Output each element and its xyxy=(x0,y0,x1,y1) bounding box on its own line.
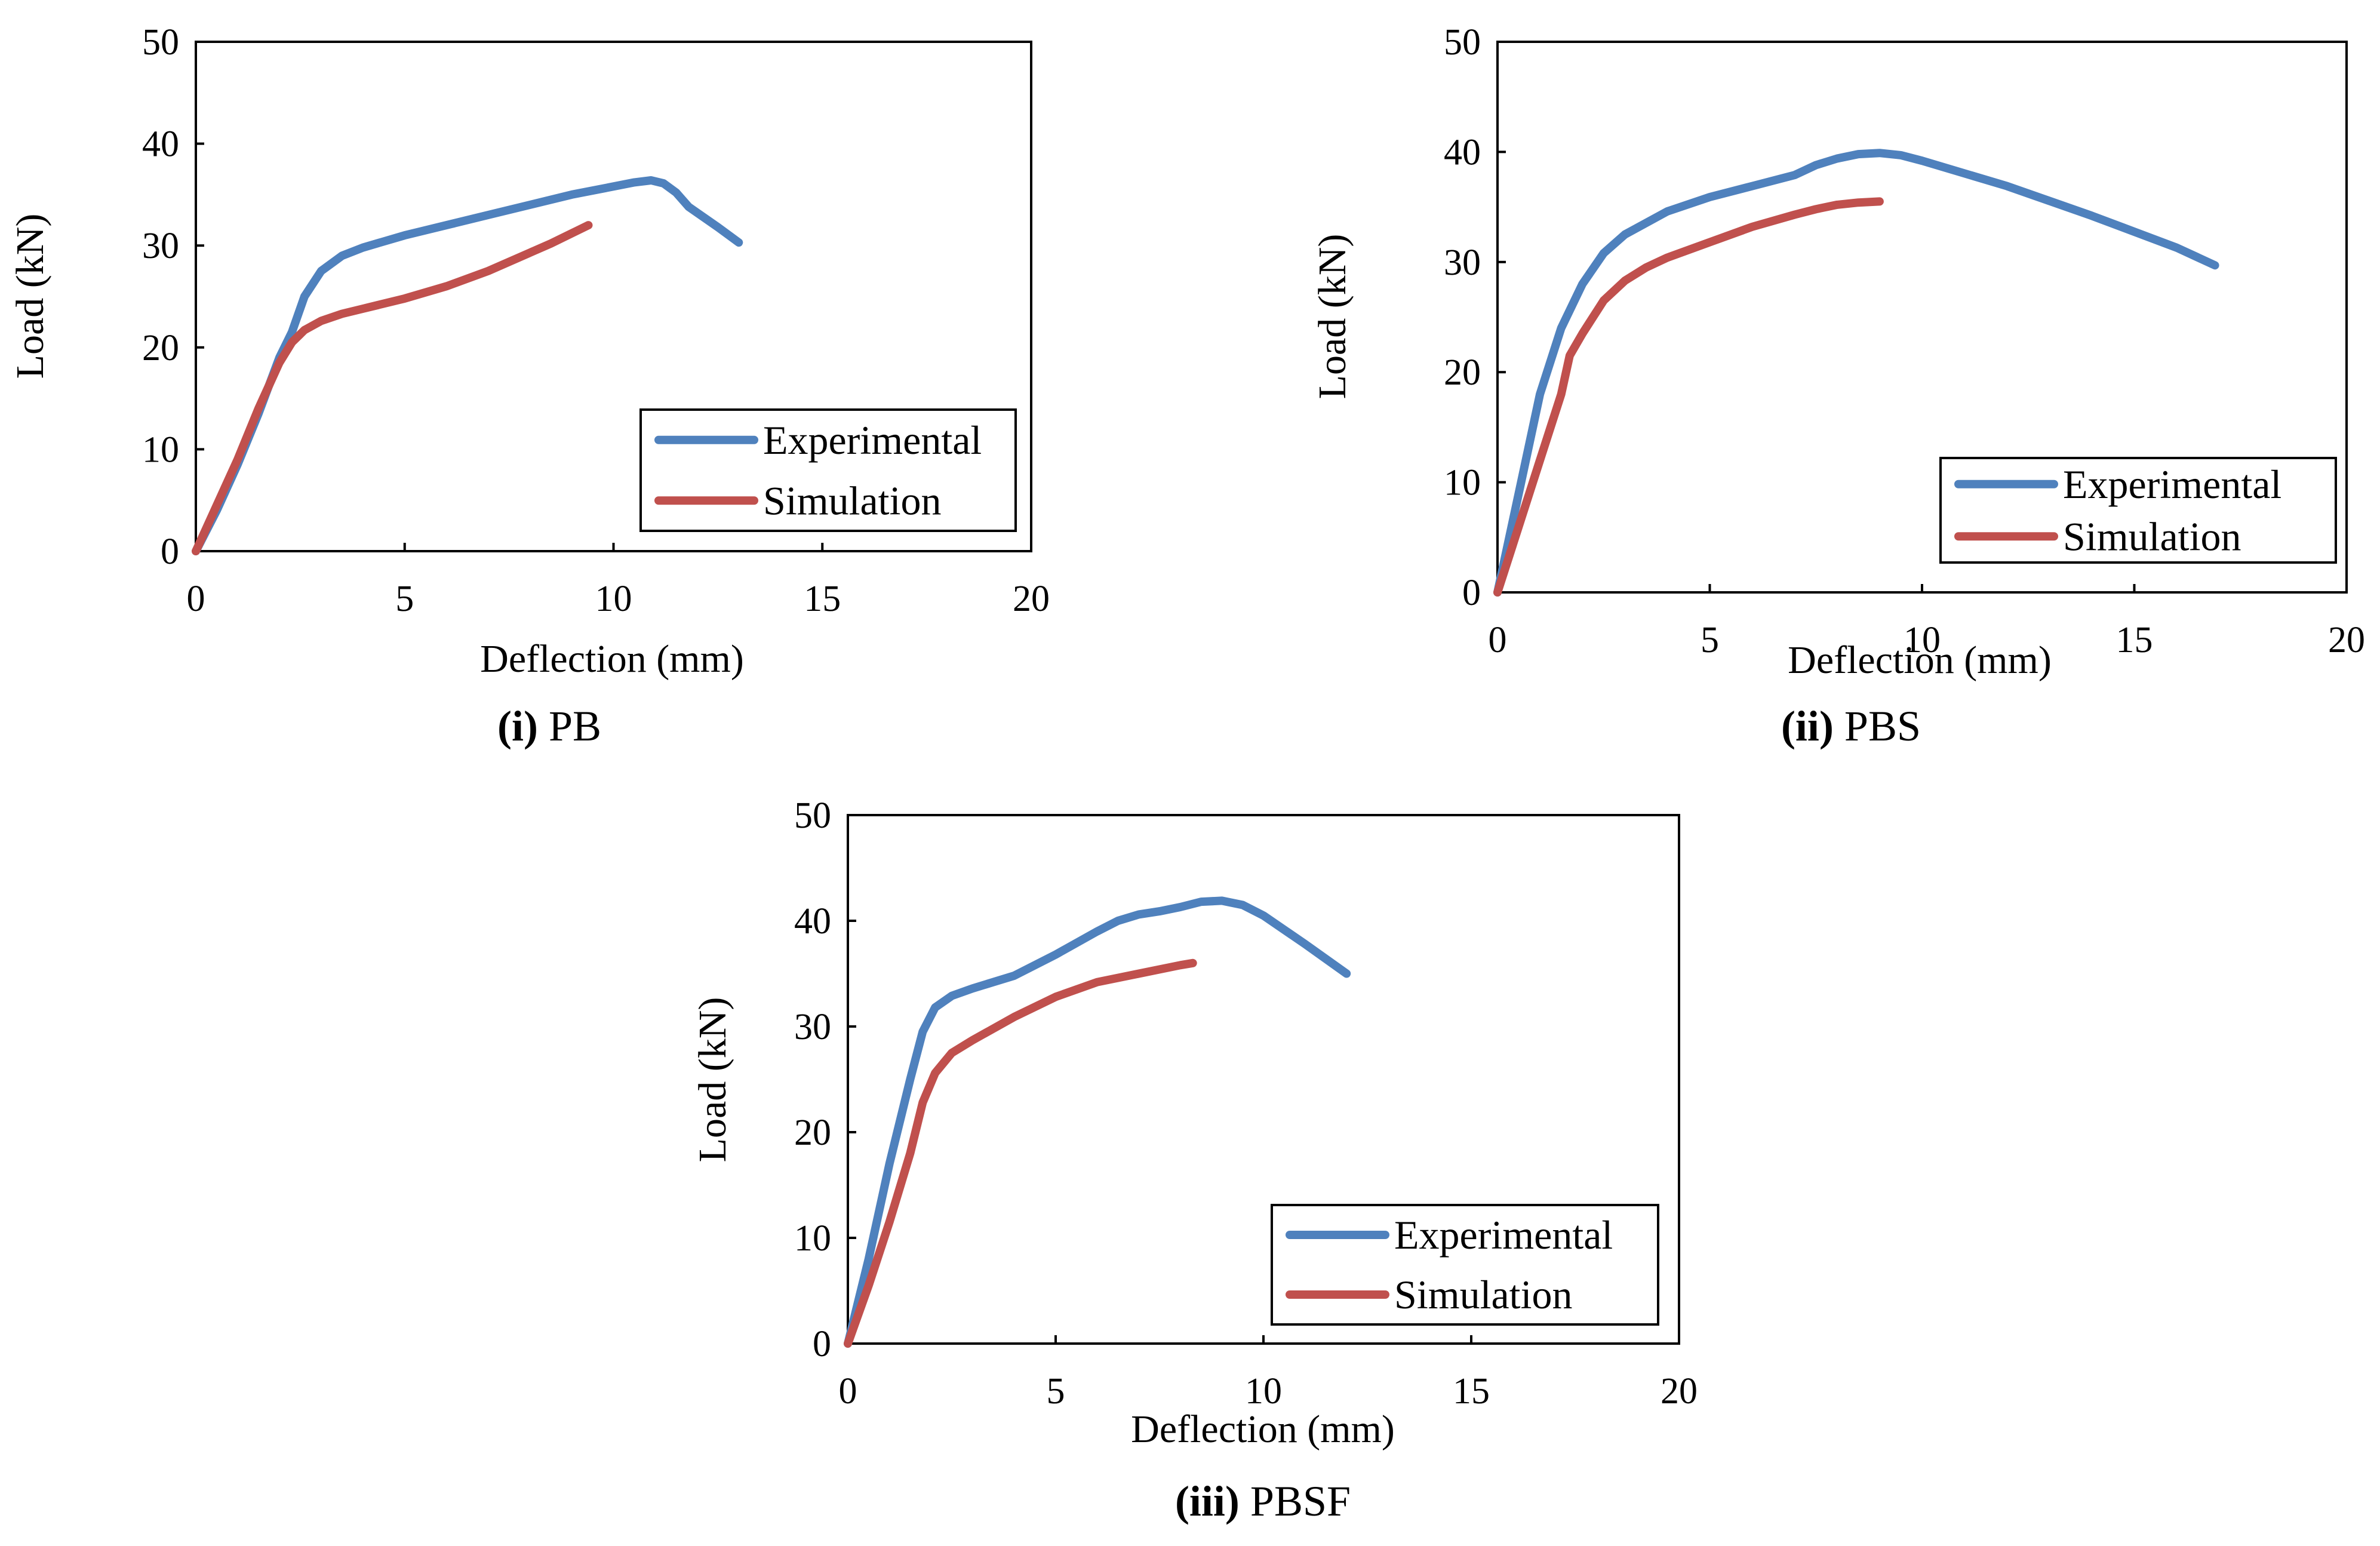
panel-caption: (iii) PBSF xyxy=(1175,1477,1351,1525)
series-line-simulation xyxy=(1493,197,1884,597)
panel-caption-label: (i) xyxy=(497,702,538,750)
legend-box xyxy=(1939,457,2337,564)
y-tick-label: 20 xyxy=(142,328,179,368)
legend: Experimental Simulation xyxy=(1271,1204,1659,1326)
y-tick-label: 0 xyxy=(161,531,179,572)
y-axis-label: Load (kN) xyxy=(1311,234,1354,399)
y-tick-label: 10 xyxy=(1444,463,1481,503)
y-tick-label: 30 xyxy=(794,1007,831,1047)
x-tick-label: 15 xyxy=(804,579,841,619)
y-tick-label: 20 xyxy=(1444,352,1481,393)
legend-box xyxy=(639,408,1017,532)
x-tick-label: 20 xyxy=(1013,579,1050,619)
legend: Experimental Simulation xyxy=(1939,457,2337,564)
x-tick-label: 20 xyxy=(1661,1371,1698,1412)
legend-box xyxy=(1271,1204,1659,1326)
y-tick-label: 10 xyxy=(794,1218,831,1259)
x-axis-label: Deflection (mm) xyxy=(1131,1407,1395,1451)
legend: Experimental Simulation xyxy=(639,408,1017,532)
panel-caption-label: (ii) xyxy=(1781,702,1834,750)
legend-label-simulation: Simulation xyxy=(2063,514,2241,559)
series-line-simulation xyxy=(192,221,593,555)
panel-caption: (ii) PBS xyxy=(1781,702,1921,750)
y-tick-label: 40 xyxy=(142,124,179,165)
y-tick-label: 0 xyxy=(1462,573,1481,613)
y-axis-label: Load (kN) xyxy=(8,214,52,379)
legend-label-experimental: Experimental xyxy=(763,417,982,463)
x-tick-label: 0 xyxy=(839,1371,857,1412)
legend-label-simulation: Simulation xyxy=(1394,1272,1572,1317)
y-tick-label: 40 xyxy=(794,901,831,942)
chart-panel-3: 0 10 20 30 40 50 0 5 10 15 20 Experimental Simulatio… xyxy=(691,795,1698,1525)
y-tick-label: 20 xyxy=(794,1112,831,1153)
x-tick-label: 10 xyxy=(595,579,632,619)
x-tick-label: 10 xyxy=(1245,1371,1282,1412)
series-line-experimental xyxy=(1493,149,2219,597)
y-tick-label: 50 xyxy=(142,22,179,63)
x-tick-label: 5 xyxy=(395,579,414,619)
y-axis-label: Load (kN) xyxy=(691,997,734,1163)
chart-panel-2: 0 10 20 30 40 50 0 5 10 15 20 Experimental Simulatio… xyxy=(1311,22,2365,750)
x-tick-label: 0 xyxy=(1489,620,1507,660)
x-tick-label: 10 xyxy=(1904,620,1941,660)
x-axis-label: Deflection (mm) xyxy=(1788,638,2052,682)
chart-panel-1: 0 10 20 30 40 50 0 5 10 15 20 Experimental Simulatio… xyxy=(8,22,1050,750)
y-tick-label: 50 xyxy=(794,795,831,836)
legend-label-experimental: Experimental xyxy=(1394,1212,1613,1258)
y-tick-label: 0 xyxy=(813,1324,831,1364)
panel-caption-text: PB xyxy=(538,702,601,750)
panel-caption-text: PBS xyxy=(1834,702,1921,750)
panel-caption: (i) PB xyxy=(497,702,601,750)
y-tick-label: 30 xyxy=(1444,242,1481,283)
series-line-experimental xyxy=(844,896,1351,1348)
legend-label-simulation: Simulation xyxy=(763,478,941,523)
x-tick-label: 0 xyxy=(187,579,205,619)
panel-caption-text: PBSF xyxy=(1240,1477,1351,1525)
y-tick-label: 30 xyxy=(142,226,179,266)
x-tick-label: 15 xyxy=(2116,620,2153,660)
x-axis-label: Deflection (mm) xyxy=(480,637,744,681)
y-tick-label: 50 xyxy=(1444,22,1481,63)
series-line-simulation xyxy=(844,958,1197,1348)
y-tick-label: 40 xyxy=(1444,132,1481,173)
panel-caption-label: (iii) xyxy=(1175,1477,1240,1525)
x-tick-label: 5 xyxy=(1047,1371,1065,1412)
y-tick-label: 10 xyxy=(142,429,179,470)
x-tick-label: 15 xyxy=(1453,1371,1490,1412)
legend-label-experimental: Experimental xyxy=(2063,462,2281,507)
x-tick-label: 20 xyxy=(2328,620,2365,660)
x-tick-label: 5 xyxy=(1701,620,1719,660)
